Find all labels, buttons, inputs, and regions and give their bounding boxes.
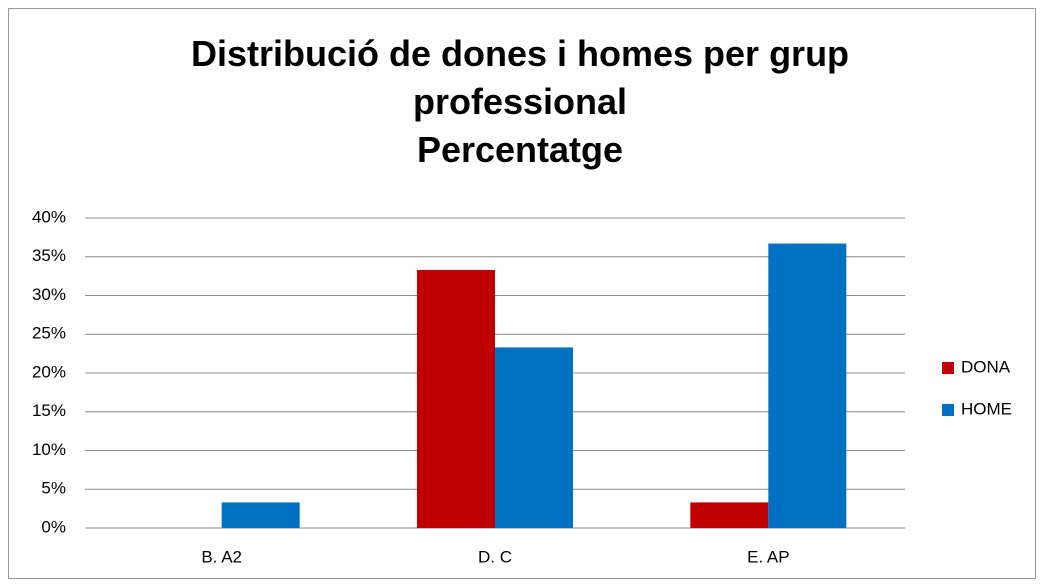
y-tick-label: 20% [32,362,66,381]
y-tick-label: 30% [32,285,66,304]
legend-label: DONA [961,357,1011,376]
chart-border [8,8,1036,579]
bar [690,502,769,528]
bar [768,243,847,528]
x-tick-label: D. C [478,547,512,566]
y-tick-label: 25% [32,324,66,343]
legend-swatch [942,362,954,374]
x-tick-label: E. AP [747,547,790,566]
bar [221,502,300,528]
chart-title-block: Distribució de dones i homes per grup pr… [160,30,880,174]
legend-label: HOME [961,399,1012,418]
chart-title: Distribució de dones i homes per grup pr… [190,33,850,122]
y-tick-label: 10% [32,440,66,459]
bar [495,347,573,528]
y-tick-label: 40% [32,207,66,226]
legend-swatch [942,404,954,416]
chart-subtitle: Percentatge [416,129,624,170]
y-tick-label: 35% [32,246,66,265]
x-tick-label: B. A2 [201,547,242,566]
y-tick-label: 15% [32,401,66,420]
bar [417,269,495,528]
y-tick-label: 0% [41,517,66,536]
y-tick-label: 5% [41,479,66,498]
